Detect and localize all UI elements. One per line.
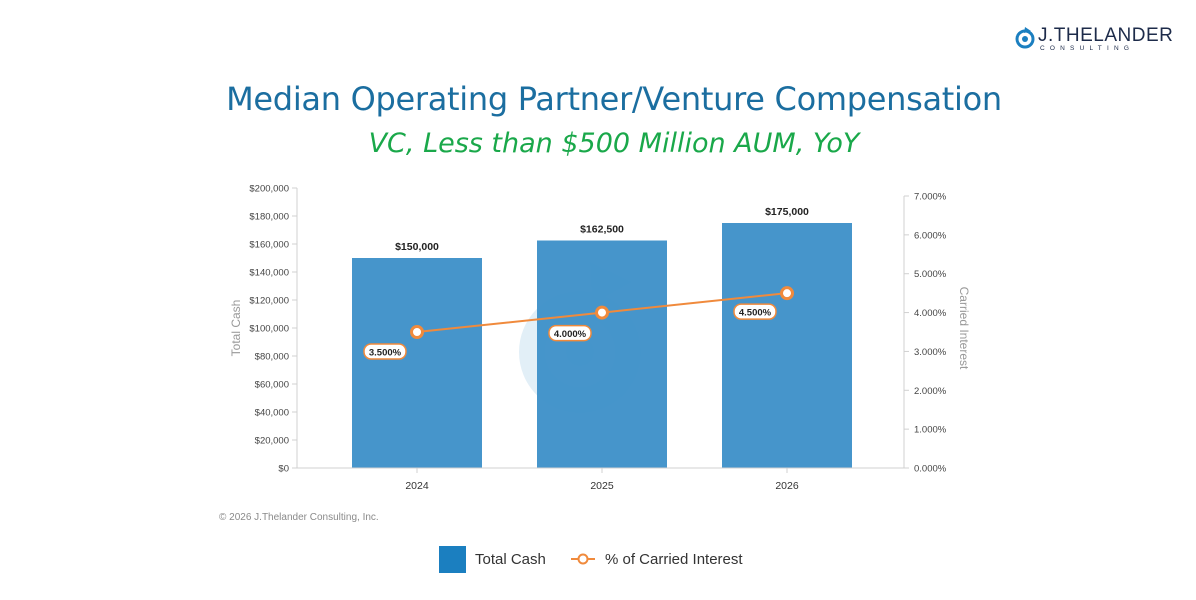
legend-swatch-bar: [439, 545, 466, 573]
bar-series: [352, 223, 852, 468]
copyright-note: © 2026 J.Thelander Consulting, Inc.: [219, 512, 379, 523]
y-right-tick-label: 1.000%: [914, 425, 947, 436]
bar-value-label: $162,500: [580, 224, 624, 236]
y-tick-label: $160,000: [249, 240, 289, 251]
y-tick-label: $120,000: [249, 296, 289, 307]
bar-value-label: $175,000: [765, 206, 809, 218]
chart-axes: $0 $20,000 $40,000 $60,000 $80,000 $100,000 $1…: [229, 184, 971, 493]
line-value-label: 4.500%: [739, 308, 772, 319]
line-value-label: 3.500%: [369, 348, 402, 359]
y-tick-label: $140,000: [249, 268, 289, 279]
y-right-tick-label: 3.000%: [914, 347, 947, 358]
line-point: [595, 305, 609, 320]
y-right-tick-label: 7.000%: [914, 192, 947, 203]
line-value-label: 4.000%: [554, 329, 587, 340]
y-right-tick-label: 5.000%: [914, 269, 947, 280]
brand-name: J.THELANDER: [1038, 25, 1174, 46]
x-tick-label: 2024: [405, 480, 429, 492]
legend-label: % of Carried Interest: [605, 550, 743, 568]
x-tick-label: 2025: [590, 480, 614, 492]
y-tick-label: $0: [278, 464, 289, 475]
x-tick-label: 2026: [775, 480, 799, 492]
data-labels: $150,000 $162,500 $175,000 3.500% 4.000% 4.50…: [363, 206, 809, 360]
line-point: [780, 286, 794, 301]
y-right-tick-label: 4.000%: [914, 308, 947, 319]
bar: [722, 223, 852, 468]
line-value-label-box: [363, 343, 407, 360]
y-tick-label: $180,000: [249, 212, 289, 223]
legend-item-total-cash: Total Cash: [439, 545, 546, 573]
legend-swatch-line: [571, 553, 595, 565]
y-axis-title: Total Cash: [229, 300, 243, 357]
y-tick-label: $40,000: [255, 408, 289, 419]
brand-logo: J.THELANDER CONSULTING: [1014, 24, 1174, 56]
bar: [537, 240, 667, 468]
spiral-logo-icon: [1015, 27, 1035, 49]
bar: [352, 258, 482, 468]
bar-value-label: $150,000: [395, 241, 439, 253]
y-right-tick-label: 2.000%: [914, 386, 947, 397]
brand-subtitle: CONSULTING: [1040, 45, 1135, 52]
y-tick-label: $60,000: [255, 380, 289, 391]
page-title: Median Operating Partner/Venture Compens…: [226, 80, 1002, 118]
y-right-tick-label: 0.000%: [914, 464, 947, 475]
y-axis-right-title: Carried Interest: [957, 287, 971, 370]
line-point: [410, 325, 424, 339]
line-value-label-box: [548, 324, 592, 342]
y-tick-label: $20,000: [255, 436, 289, 447]
page-subtitle: VC, Less than $500 Million AUM, YoY: [368, 128, 860, 159]
line-value-label-box: [733, 303, 777, 320]
y-right-tick-label: 6.000%: [914, 230, 947, 241]
legend-label: Total Cash: [475, 550, 546, 568]
legend-item-carried-interest: % of Carried Interest: [570, 546, 743, 572]
y-tick-label: $80,000: [255, 352, 289, 363]
y-tick-label: $200,000: [249, 184, 289, 195]
line-series: [410, 286, 794, 339]
y-tick-label: $100,000: [249, 324, 289, 335]
